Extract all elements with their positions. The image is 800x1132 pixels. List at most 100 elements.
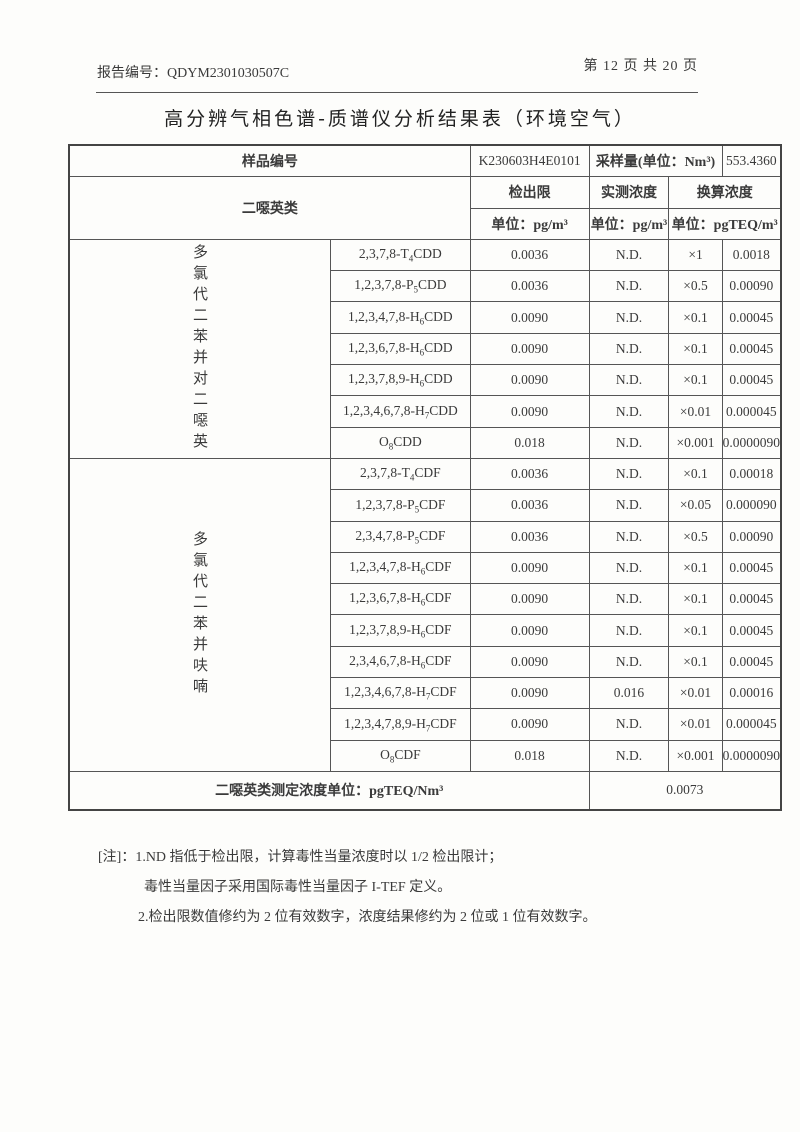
sample-label: 样品编号 xyxy=(68,144,471,178)
table-row: 1,2,3,4,6,7,8-H7CDF 0.0090 0.016 ×0.01 0.000… xyxy=(69,677,782,710)
congener-name: O8CDD xyxy=(330,426,471,459)
measured-conc: N.D. xyxy=(588,520,670,553)
detection-limit: 0.0090 xyxy=(469,551,590,585)
detection-limit: 0.0036 xyxy=(469,457,590,491)
congener-name: 1,2,3,4,7,8-H6CDF xyxy=(330,551,471,585)
measured-conc: N.D. xyxy=(588,395,670,428)
congener-name: 1,2,3,7,8-P5CDF xyxy=(330,489,471,522)
teq-conc: 0.00016 xyxy=(721,677,782,710)
name-subscript: 7 xyxy=(424,410,430,421)
congener-name: 1,2,3,7,8-P5CDD xyxy=(330,270,471,303)
detection-limit: 0.0090 xyxy=(469,708,590,741)
congener-name: 1,2,3,4,7,8-H6CDD xyxy=(330,301,471,334)
dl-unit: 单位：pg/m³ xyxy=(469,207,590,240)
detection-limit: 0.0090 xyxy=(469,301,590,334)
name-suffix: CDD xyxy=(424,308,453,324)
name-subscript: 5 xyxy=(414,504,420,515)
name-subscript: 7 xyxy=(425,723,431,734)
name-suffix: CDD xyxy=(424,371,453,387)
table-row: 1,2,3,4,7,8-H6CDF 0.0090 N.D. ×0.1 0.00045 xyxy=(69,551,782,585)
tef-factor: ×1 xyxy=(668,238,723,272)
detection-limit: 0.018 xyxy=(469,426,590,459)
teq-conc: 0.00045 xyxy=(721,645,782,679)
teq-conc: 0.000090 xyxy=(721,489,782,522)
measured-conc: N.D. xyxy=(588,614,670,647)
name-prefix: O xyxy=(380,746,390,762)
name-prefix: 1,2,3,4,6,7,8-H xyxy=(342,402,425,418)
name-suffix: CDD xyxy=(417,277,447,293)
teq-conc: 0.00090 xyxy=(721,270,782,303)
teq-conc: 0.000045 xyxy=(721,708,782,741)
tef-factor: ×0.1 xyxy=(668,551,723,585)
name-subscript: 6 xyxy=(420,629,426,640)
measured-conc: N.D. xyxy=(588,739,670,772)
teq-conc: 0.00045 xyxy=(721,583,782,616)
unit-row: 单位：pg/m³ 单位：pg/m³ 单位：pgTEQ/m³ xyxy=(69,207,782,240)
name-prefix: 2,3,4,6,7,8-H xyxy=(349,653,421,669)
name-subscript: 6 xyxy=(420,660,426,671)
congener-name: 1,2,3,4,6,7,8-H7CDF xyxy=(330,677,471,710)
tef-factor: ×0.01 xyxy=(668,395,723,428)
congener-name: 1,2,3,4,7,8,9-H7CDF xyxy=(330,708,471,741)
measured-conc: N.D. xyxy=(588,332,670,366)
congener-name: 2,3,4,7,8-P5CDF xyxy=(330,520,471,553)
tef-factor: ×0.1 xyxy=(668,583,723,616)
teq-conc: 0.00045 xyxy=(721,614,782,647)
meas-label: 实测浓度 xyxy=(588,176,670,209)
measured-conc: N.D. xyxy=(588,489,670,522)
teq-conc: 0.00045 xyxy=(721,551,782,585)
volume-label: 采样量(单位：Nm³) xyxy=(588,144,723,178)
teq-conc: 0.000045 xyxy=(721,395,782,428)
congener-name: 1,2,3,6,7,8-H6CDD xyxy=(330,332,471,366)
name-prefix: 1,2,3,7,8,9-H xyxy=(348,371,420,387)
total-value: 0.0073 xyxy=(588,770,782,811)
table-row: 1,2,3,6,7,8-H6CDF 0.0090 N.D. ×0.1 0.00045 xyxy=(69,583,782,616)
tef-factor: ×0.05 xyxy=(668,489,723,522)
tef-factor: ×0.1 xyxy=(668,364,723,397)
detection-limit: 0.0090 xyxy=(469,395,590,428)
teq-conc: 0.00045 xyxy=(721,364,782,397)
name-subscript: 4 xyxy=(408,253,414,264)
teq-conc: 0.0000090 xyxy=(721,426,782,459)
volume-value: 553.4360 xyxy=(721,144,782,178)
name-prefix: 1,2,3,7,8-P xyxy=(355,496,415,512)
congener-name: O8CDF xyxy=(330,739,471,772)
detection-limit: 0.0090 xyxy=(469,677,590,710)
teq-conc: 0.00018 xyxy=(721,457,782,491)
detection-limit: 0.0090 xyxy=(469,332,590,366)
sample-row: 样品编号 K230603H4E0101 采样量(单位：Nm³) 553.4360 xyxy=(68,144,782,178)
detection-limit: 0.0090 xyxy=(469,583,590,616)
detection-limit: 0.0036 xyxy=(469,238,590,272)
teq-conc: 0.00090 xyxy=(721,520,782,553)
name-suffix: CDF xyxy=(425,653,452,669)
notes: [注]：1.ND 指低于检出限，计算毒性当量浓度时以 1/2 检出限计； 毒性当… xyxy=(98,843,597,933)
group-label: 多氯代二苯并呋喃 xyxy=(68,457,331,772)
table-row: 多氯代二苯并呋喃 2,3,7,8-T4CDF 0.0036 N.D. ×0.1 0.000… xyxy=(68,457,782,772)
tef-factor: ×0.5 xyxy=(668,520,723,553)
measured-conc: N.D. xyxy=(588,270,670,303)
tef-factor: ×0.1 xyxy=(668,645,723,679)
name-subscript: 6 xyxy=(419,316,425,327)
name-subscript: 6 xyxy=(419,347,425,358)
teq-conc: 0.00045 xyxy=(721,301,782,334)
name-subscript: 6 xyxy=(420,598,426,609)
note-1b: 毒性当量因子采用国际毒性当量因子 I-TEF 定义。 xyxy=(144,880,452,895)
name-suffix: CDF xyxy=(430,715,457,731)
dl-label: 检出限 xyxy=(469,176,590,209)
teq-conc: 0.0000090 xyxy=(721,739,782,772)
meas-unit: 单位：pg/m³ xyxy=(588,207,670,240)
measured-conc: 0.016 xyxy=(588,677,670,710)
name-suffix: CDF xyxy=(430,684,457,700)
name-prefix: 1,2,3,7,8,9-H xyxy=(349,621,421,637)
table-row: 1,2,3,7,8-P5CDF 0.0036 N.D. ×0.05 0.000090 xyxy=(69,489,782,522)
name-prefix: 1,2,3,6,7,8-H xyxy=(348,340,420,356)
table-row: 1,2,3,7,8,9-H6CDF 0.0090 N.D. ×0.1 0.00045 xyxy=(69,614,782,647)
name-prefix: 2,3,7,8-T xyxy=(360,465,410,481)
name-prefix: 1,2,3,4,7,8,9-H xyxy=(344,715,426,731)
note-1: [注]：1.ND 指低于检出限，计算毒性当量浓度时以 1/2 检出限计； xyxy=(98,850,503,865)
measured-conc: N.D. xyxy=(588,364,670,397)
name-subscript: 5 xyxy=(413,285,418,296)
congener-name: 1,2,3,7,8,9-H6CDF xyxy=(330,614,471,647)
note-2: 2.检出限数值修约为 2 位有效数字，浓度结果修约为 2 位或 1 位有效数字。 xyxy=(138,910,597,925)
